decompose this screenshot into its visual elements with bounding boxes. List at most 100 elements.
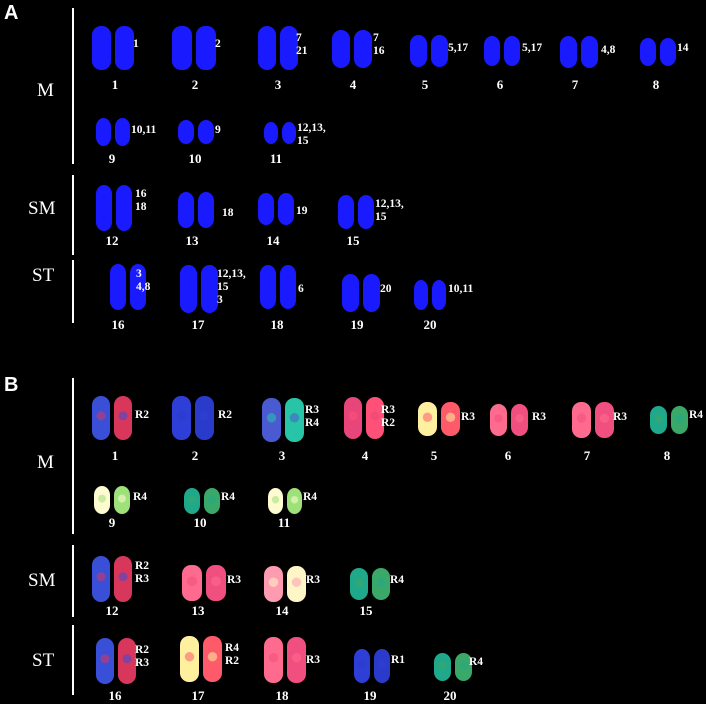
signal-spot bbox=[289, 413, 300, 423]
chromatid bbox=[432, 280, 446, 310]
chromosome-number: 14 bbox=[266, 233, 280, 248]
signal-spot bbox=[599, 413, 610, 423]
chromosome-image bbox=[262, 398, 304, 442]
chromosome-image bbox=[96, 118, 130, 146]
chromosome-number: 8 bbox=[663, 448, 671, 463]
chromosome-annotation: 12,13, 15 3 bbox=[217, 268, 246, 306]
chromatid bbox=[640, 38, 656, 66]
chromosome-number: 13 bbox=[191, 603, 205, 618]
signal-spot bbox=[188, 495, 196, 504]
chromosome-image bbox=[410, 35, 448, 67]
chromosome-annotation: 12,13, 15 bbox=[375, 198, 404, 223]
chromosome-number: 14 bbox=[275, 603, 289, 618]
chromosome-annotation: 2 bbox=[215, 38, 221, 50]
chromosome-image bbox=[414, 280, 446, 310]
chromatid bbox=[280, 265, 296, 309]
chromosome-image bbox=[260, 265, 296, 309]
chromatid bbox=[431, 35, 448, 67]
signal-spot bbox=[494, 414, 503, 423]
chromosome-annotation: R1 bbox=[391, 654, 406, 666]
chromatid bbox=[280, 26, 298, 70]
chromatid bbox=[201, 265, 218, 313]
signal-spot bbox=[438, 661, 447, 670]
chromosome-annotation: R4 bbox=[469, 656, 484, 668]
chromosome-number: 10 bbox=[188, 151, 202, 166]
chromosome-annotation: 5,17 bbox=[448, 42, 469, 54]
chromatid bbox=[198, 120, 214, 144]
chromosome-number: 3 bbox=[278, 448, 286, 463]
chromosome-number: 9 bbox=[108, 515, 116, 530]
group-label-sm: SM bbox=[28, 198, 56, 219]
chromosome-annotation: R2 bbox=[135, 409, 150, 421]
chromosome-number: 7 bbox=[583, 448, 591, 463]
chromosome-annotation: R2 R3 bbox=[135, 644, 150, 669]
chromosome-number: 1 bbox=[111, 448, 119, 463]
chromosome-annotation: R4 bbox=[689, 409, 704, 421]
signal-spot bbox=[96, 411, 106, 421]
chromosome-number: 20 bbox=[423, 317, 437, 332]
chromosome-annotation: R4 R2 bbox=[225, 642, 240, 667]
signal-spot bbox=[515, 414, 524, 423]
chromosome-annotation: R4 bbox=[221, 491, 236, 503]
chromosome-image bbox=[268, 488, 302, 514]
signal-spot bbox=[378, 660, 386, 669]
chromosome-number: 5 bbox=[421, 77, 429, 92]
chromosome-image bbox=[178, 120, 214, 144]
group-label-st: ST bbox=[32, 265, 55, 286]
group-label-sm: SM bbox=[28, 570, 56, 591]
chromosome-annotation: 1 bbox=[133, 38, 139, 50]
chromatid bbox=[178, 192, 194, 228]
chromosome-number: 15 bbox=[346, 233, 360, 248]
chromosome-annotation: R3 bbox=[306, 654, 321, 666]
chromosome-image bbox=[180, 636, 222, 682]
signal-spot bbox=[100, 654, 110, 664]
chromosome-image bbox=[258, 193, 294, 225]
chromosome-annotation: 7 21 bbox=[296, 32, 308, 57]
group-divider bbox=[72, 545, 74, 617]
signal-spot bbox=[98, 494, 106, 503]
chromosome-annotation: R4 bbox=[390, 574, 405, 586]
signal-spot bbox=[208, 495, 216, 504]
chromosome-image bbox=[184, 488, 220, 514]
chromosome-number: 17 bbox=[191, 688, 205, 703]
chromatid bbox=[92, 26, 111, 70]
chromosome-annotation: 20 bbox=[380, 283, 392, 295]
panel-a-label: A bbox=[4, 2, 19, 24]
chromosome-image bbox=[338, 195, 374, 229]
chromosome-image bbox=[172, 396, 214, 440]
chromosome-number: 8 bbox=[652, 77, 660, 92]
signal-spot bbox=[354, 577, 364, 587]
signal-spot bbox=[266, 413, 277, 423]
chromatid bbox=[115, 26, 134, 70]
group-label-st: ST bbox=[32, 650, 55, 671]
chromosome-image bbox=[94, 486, 130, 514]
signal-spot bbox=[271, 495, 280, 504]
chromatid bbox=[258, 26, 276, 70]
chromosome-image bbox=[560, 36, 598, 68]
chromosome-image bbox=[110, 264, 146, 310]
chromosome-number: 5 bbox=[430, 448, 438, 463]
chromosome-image bbox=[92, 556, 132, 602]
chromosome-number: 4 bbox=[349, 77, 357, 92]
signal-spot bbox=[122, 654, 132, 664]
chromatid bbox=[338, 195, 354, 229]
chromosome-image bbox=[182, 565, 226, 601]
signal-spot bbox=[184, 651, 195, 662]
chromosome-image bbox=[484, 36, 520, 66]
signal-spot bbox=[268, 652, 279, 663]
chromosome-image bbox=[650, 406, 688, 434]
chromatid bbox=[414, 280, 428, 310]
chromosome-annotation: R3 bbox=[532, 411, 547, 423]
chromosome-image bbox=[332, 30, 372, 68]
chromosome-image bbox=[96, 638, 136, 684]
signal-spot bbox=[187, 576, 197, 587]
chromosome-annotation: 6 bbox=[298, 283, 304, 295]
chromosome-number: 12 bbox=[105, 233, 119, 248]
chromatid bbox=[484, 36, 500, 66]
chromosome-annotation: R3 bbox=[306, 574, 321, 586]
chromosome-image bbox=[418, 402, 460, 436]
group-label-m: M bbox=[37, 80, 54, 101]
chromosome-number: 18 bbox=[275, 688, 289, 703]
signal-spot bbox=[290, 495, 299, 504]
chromosome-image bbox=[264, 566, 306, 602]
